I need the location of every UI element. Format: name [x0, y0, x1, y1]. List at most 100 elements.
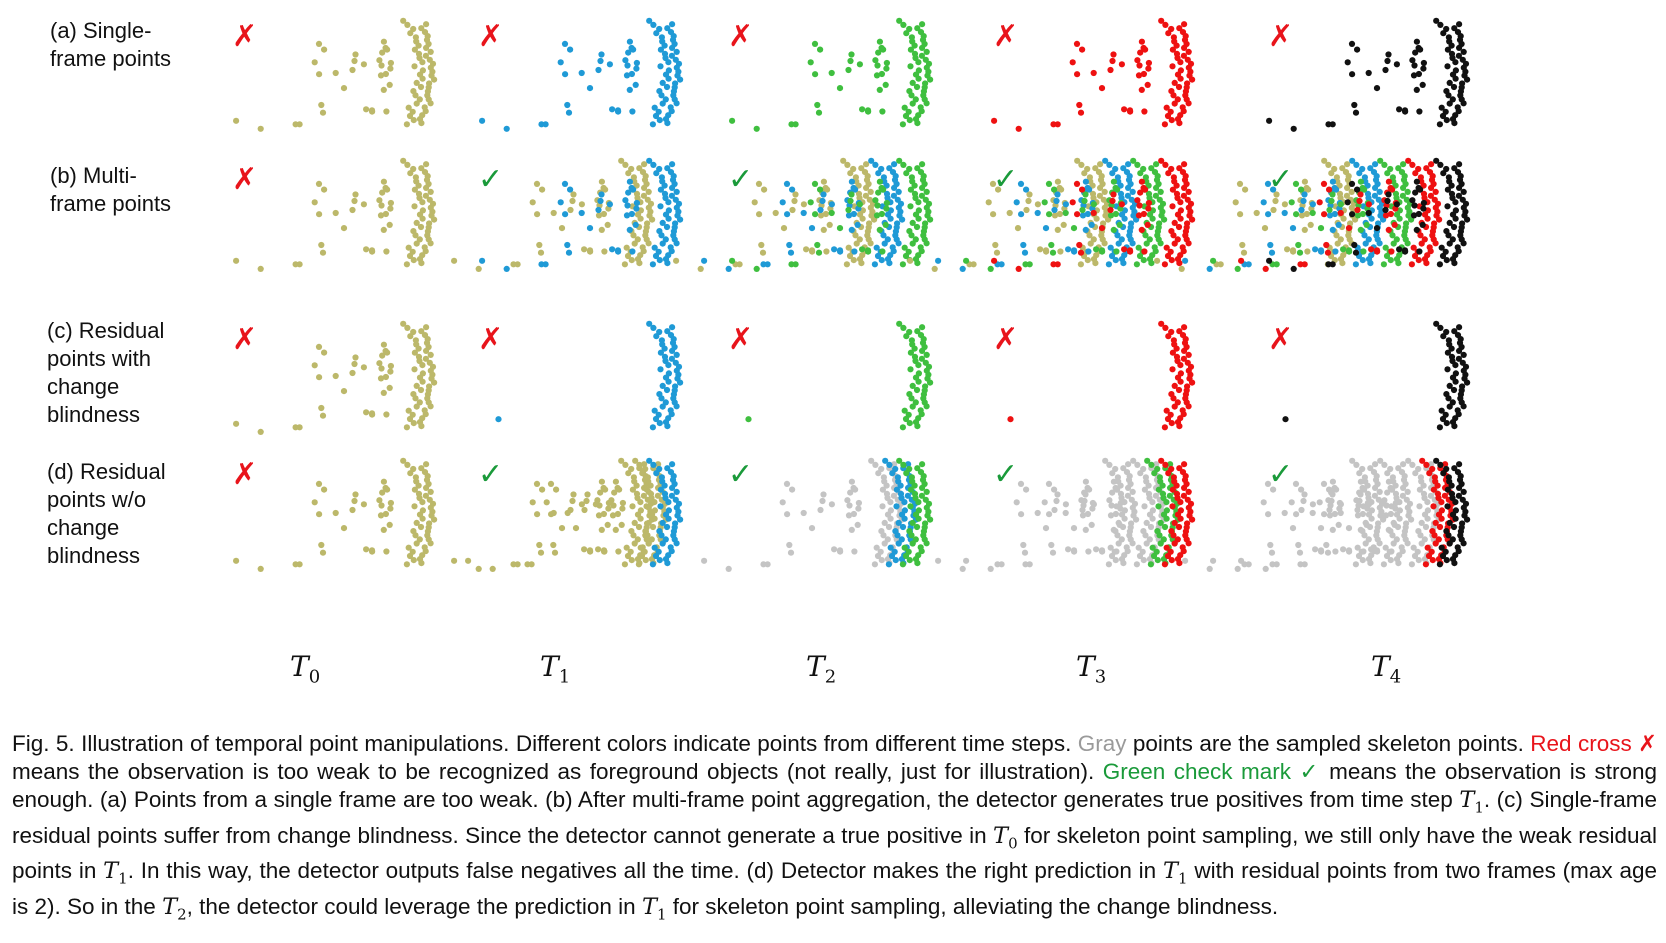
point: [257, 428, 264, 435]
point: [296, 424, 303, 431]
point: [852, 486, 859, 493]
point: [840, 157, 847, 164]
point: [1376, 540, 1383, 547]
point: [998, 561, 1005, 568]
point: [814, 101, 821, 109]
point: [1043, 248, 1050, 255]
point: [383, 548, 390, 555]
point: [1051, 186, 1058, 193]
point: [1416, 108, 1423, 115]
point: [865, 248, 872, 255]
point: [673, 488, 680, 495]
point: [609, 512, 617, 519]
point: [1134, 161, 1141, 168]
point: [417, 386, 425, 394]
point: [406, 112, 414, 120]
point: [369, 411, 376, 418]
point: [1177, 199, 1184, 206]
point: [640, 248, 647, 255]
point: [1433, 157, 1440, 164]
point: [1387, 210, 1394, 218]
point: [907, 203, 914, 210]
point: [1115, 240, 1122, 247]
point: [673, 48, 680, 56]
point: [673, 188, 680, 195]
point: [311, 499, 318, 506]
point: [1451, 120, 1458, 127]
point: [1168, 257, 1175, 264]
point: [1049, 549, 1057, 556]
point: [625, 189, 632, 196]
point: [628, 210, 636, 218]
point: [1144, 457, 1151, 464]
point: [1444, 63, 1451, 70]
point: [875, 189, 882, 196]
point: [909, 519, 916, 527]
point: [853, 240, 860, 247]
point: [479, 257, 486, 264]
point: [1074, 157, 1081, 164]
caption-math-t1-d: T1: [642, 894, 667, 924]
point: [914, 165, 921, 172]
point: [632, 457, 639, 464]
point: [848, 51, 855, 58]
point: [669, 21, 676, 28]
point: [1267, 241, 1274, 249]
point: [878, 210, 886, 218]
point: [779, 499, 786, 506]
point: [1318, 248, 1325, 255]
point: [1439, 252, 1447, 260]
point: [369, 548, 376, 555]
point: [598, 226, 605, 233]
point: [1242, 186, 1249, 193]
point: [871, 261, 879, 268]
point: [377, 512, 385, 519]
point: [1456, 324, 1463, 331]
point: [654, 492, 662, 499]
point: [1348, 180, 1356, 187]
point: [1298, 506, 1305, 514]
point: [848, 178, 856, 185]
point: [405, 244, 412, 251]
point: [909, 79, 916, 86]
point: [418, 423, 425, 430]
point: [646, 17, 653, 24]
point: [1412, 49, 1419, 56]
point: [1460, 188, 1467, 195]
point: [899, 261, 907, 268]
point: [1446, 100, 1453, 107]
caption-math-sub: 0: [1008, 834, 1018, 852]
point: [1073, 180, 1081, 187]
point: [1436, 561, 1443, 568]
point: [1272, 197, 1279, 205]
point: [1176, 25, 1183, 32]
point: [1309, 209, 1316, 217]
point: [1367, 465, 1374, 472]
point-cloud: [1238, 457, 1443, 573]
point: [1309, 201, 1316, 208]
point: [1382, 544, 1389, 551]
green-check-icon: ✓: [993, 457, 1019, 492]
point: [1158, 157, 1165, 164]
caption-p6: for skeleton point sampling, we still on…: [12, 822, 1657, 884]
point: [1074, 71, 1081, 78]
point: [1069, 199, 1076, 206]
point: [410, 557, 417, 564]
point: [1364, 482, 1371, 489]
point: [1206, 265, 1213, 272]
point: [606, 201, 614, 208]
point: [1082, 178, 1089, 185]
point: [1437, 21, 1444, 28]
point: [379, 49, 386, 56]
point: [1152, 192, 1159, 199]
point: [1367, 560, 1374, 567]
point: [1326, 512, 1334, 519]
t3-var: T: [1076, 650, 1095, 683]
point: [1323, 541, 1330, 549]
point: [1110, 191, 1117, 198]
point: [652, 112, 660, 120]
point: [1177, 59, 1184, 66]
point: [882, 457, 889, 464]
point: [1415, 257, 1422, 264]
point: [1451, 560, 1458, 567]
